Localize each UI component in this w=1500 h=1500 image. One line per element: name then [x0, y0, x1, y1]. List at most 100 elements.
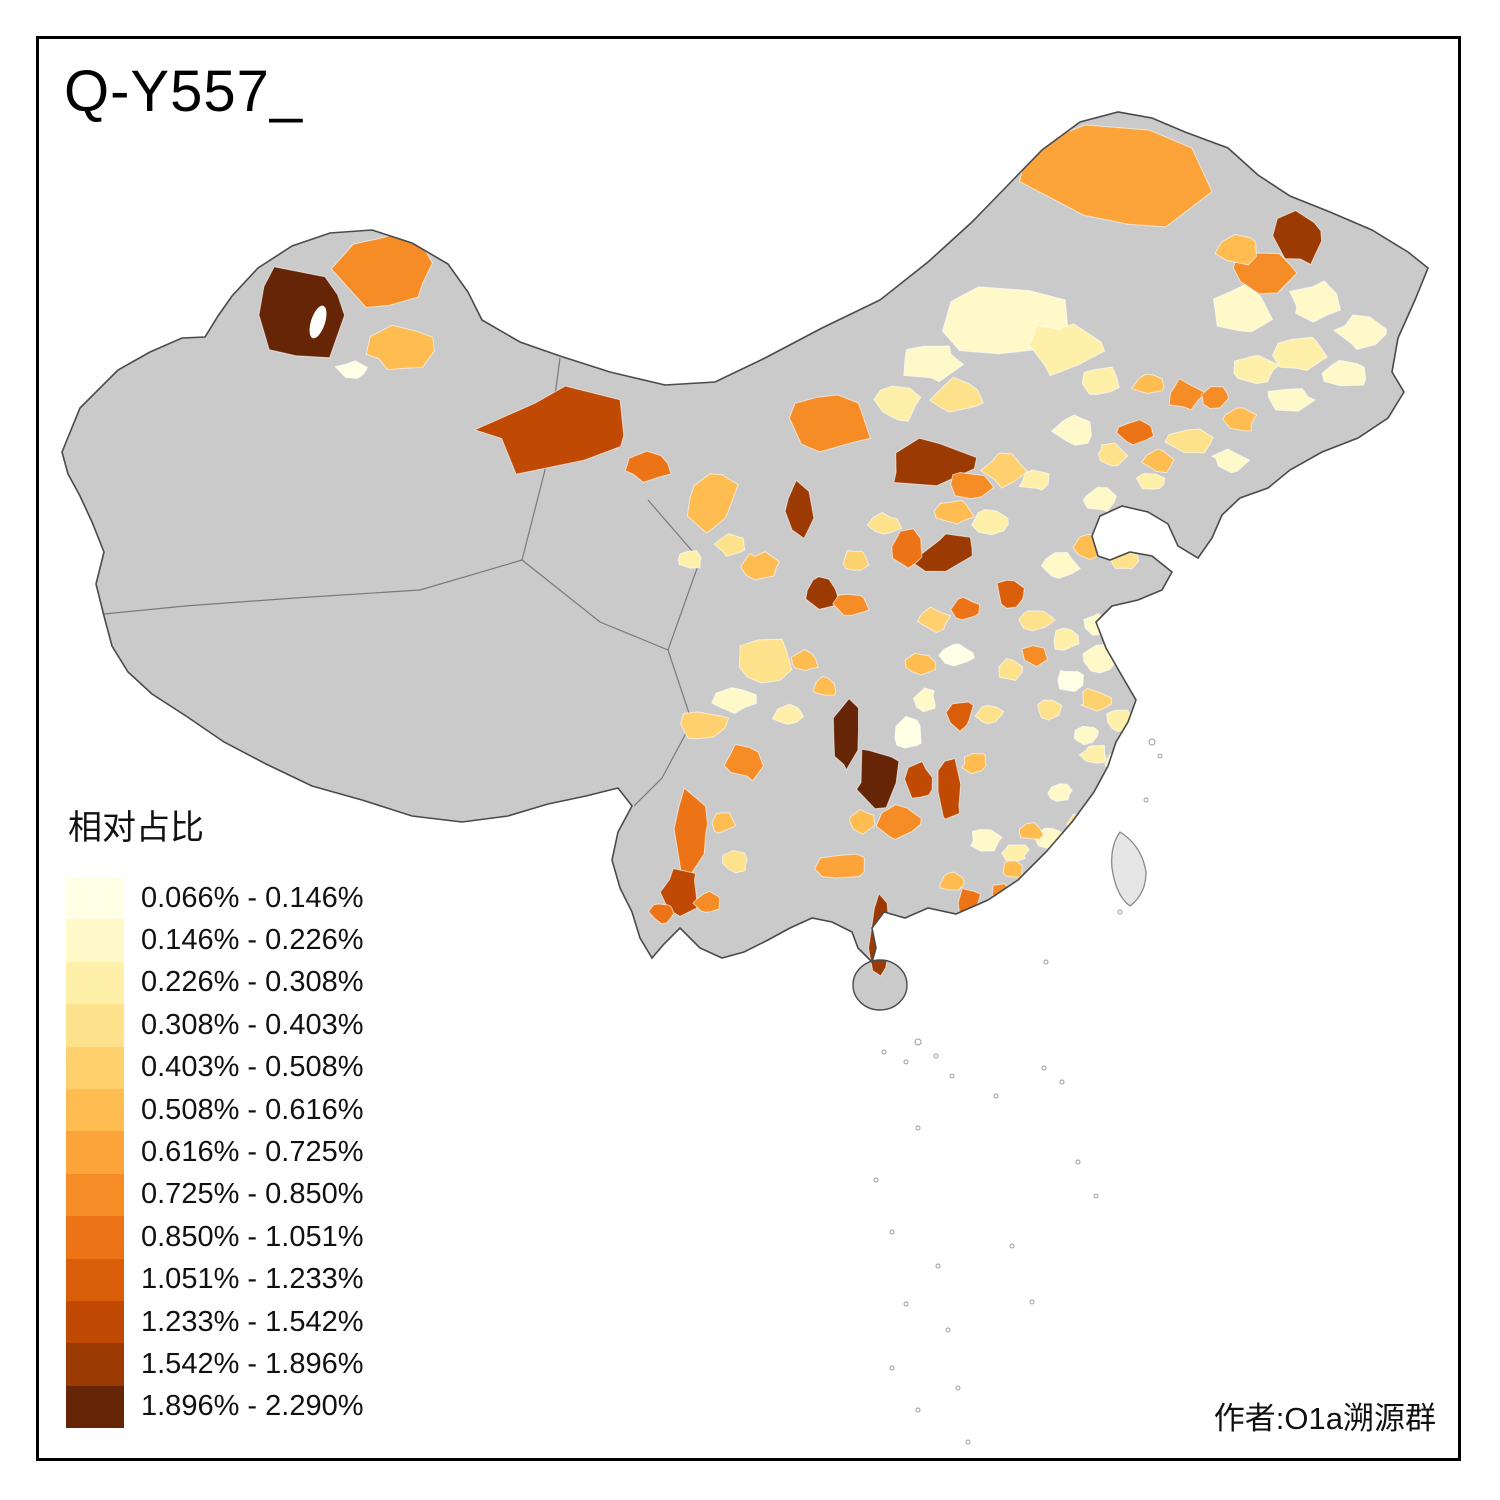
map-region — [842, 550, 870, 571]
legend-swatch — [66, 961, 124, 1005]
map-region — [1040, 551, 1081, 579]
map-region — [812, 675, 837, 696]
map-region — [1214, 233, 1257, 266]
map-region — [1018, 610, 1056, 632]
map-region — [1267, 388, 1317, 412]
map-region — [686, 473, 739, 534]
legend-item: 0.403% - 0.508% — [66, 1046, 364, 1089]
map-region — [1135, 472, 1166, 490]
map-region — [624, 450, 672, 483]
map-region — [1212, 283, 1274, 333]
legend-items: 0.066% - 0.146% 0.146% - 0.226% 0.226% - 0… — [66, 877, 364, 1429]
map-region — [970, 829, 1003, 852]
map-region — [929, 376, 985, 413]
legend-label: 0.308% - 0.403% — [141, 1008, 364, 1041]
legend-swatch — [66, 1131, 124, 1174]
map-region — [740, 551, 781, 581]
legend-label: 0.850% - 1.051% — [141, 1220, 364, 1253]
mainland-outline — [61, 111, 1429, 964]
map-region — [1288, 280, 1342, 323]
map-region — [1168, 377, 1208, 411]
map-region — [1079, 687, 1113, 712]
map-region — [692, 890, 721, 913]
map-region — [950, 596, 981, 621]
map-region — [961, 752, 987, 775]
legend-item: 1.542% - 1.896% — [66, 1343, 364, 1386]
map-region — [1073, 725, 1099, 746]
map-region — [334, 360, 369, 380]
map-region — [894, 715, 922, 749]
map-region — [1210, 448, 1251, 474]
legend-item: 0.308% - 0.403% — [66, 1004, 364, 1047]
map-region — [738, 638, 793, 684]
map-region — [1164, 428, 1214, 454]
map-region — [1082, 486, 1117, 513]
map-region — [1037, 699, 1063, 721]
map-region — [784, 479, 815, 540]
legend-swatch — [66, 1216, 124, 1259]
map-region — [1078, 744, 1107, 764]
page-title: Q-Y557_ — [64, 59, 304, 124]
map-region — [721, 849, 748, 874]
legend-swatch — [66, 1385, 124, 1429]
map-region — [365, 324, 435, 371]
map-region — [1057, 669, 1084, 693]
legend-swatch — [66, 1173, 124, 1217]
map-region — [998, 657, 1024, 681]
map-region — [713, 533, 746, 557]
map-region — [1097, 442, 1129, 467]
map-region — [1332, 314, 1388, 350]
legend-item: 0.146% - 0.226% — [66, 919, 364, 962]
map-region — [996, 579, 1025, 609]
map-region — [1021, 645, 1049, 668]
lake — [309, 305, 327, 339]
map-region — [1028, 323, 1106, 377]
legend-label: 0.146% - 0.226% — [141, 924, 364, 957]
map-region — [679, 711, 730, 740]
map-region — [711, 812, 737, 834]
province-borders — [103, 357, 701, 807]
legend-label: 0.403% - 0.508% — [141, 1051, 364, 1084]
map-region — [805, 576, 840, 610]
map-region — [866, 511, 903, 535]
map-region — [937, 757, 962, 820]
map-region — [1017, 469, 1050, 491]
map-region — [945, 701, 974, 732]
legend-swatch — [66, 1088, 124, 1132]
map-region — [1047, 783, 1073, 802]
legend-label: 1.051% - 1.233% — [141, 1263, 364, 1296]
legend-swatch — [66, 1300, 124, 1344]
legend-item: 0.226% - 0.308% — [66, 961, 364, 1005]
hainan-island — [853, 960, 907, 1010]
map-region — [933, 499, 975, 525]
legend-swatch — [66, 1343, 124, 1386]
map-region — [916, 606, 952, 633]
taiwan-island — [1111, 831, 1147, 907]
map-region — [974, 704, 1005, 725]
legend-label: 1.542% - 1.896% — [141, 1347, 364, 1380]
legend-item: 0.850% - 1.051% — [66, 1216, 364, 1259]
map-region — [1001, 844, 1030, 863]
map-region — [891, 528, 923, 569]
legend-item: 1.051% - 1.233% — [66, 1258, 364, 1301]
map-region — [647, 903, 675, 925]
legend-swatch — [66, 877, 124, 920]
map-region — [979, 452, 1029, 489]
map-region — [1272, 210, 1323, 266]
map-region — [912, 687, 936, 713]
map-region — [1130, 373, 1165, 394]
map-region — [1200, 385, 1230, 410]
legend-label: 1.233% - 1.542% — [141, 1305, 364, 1338]
map-region — [950, 471, 995, 500]
prefecture-regions — [258, 124, 1388, 977]
map-region — [971, 508, 1009, 536]
map-region — [723, 743, 764, 782]
map-region — [1233, 355, 1281, 385]
map-region — [938, 643, 975, 667]
legend-label: 0.226% - 0.308% — [141, 966, 364, 999]
map-region — [832, 593, 870, 616]
map-region — [1321, 359, 1367, 387]
map-region — [855, 748, 900, 810]
map-region — [904, 652, 937, 676]
